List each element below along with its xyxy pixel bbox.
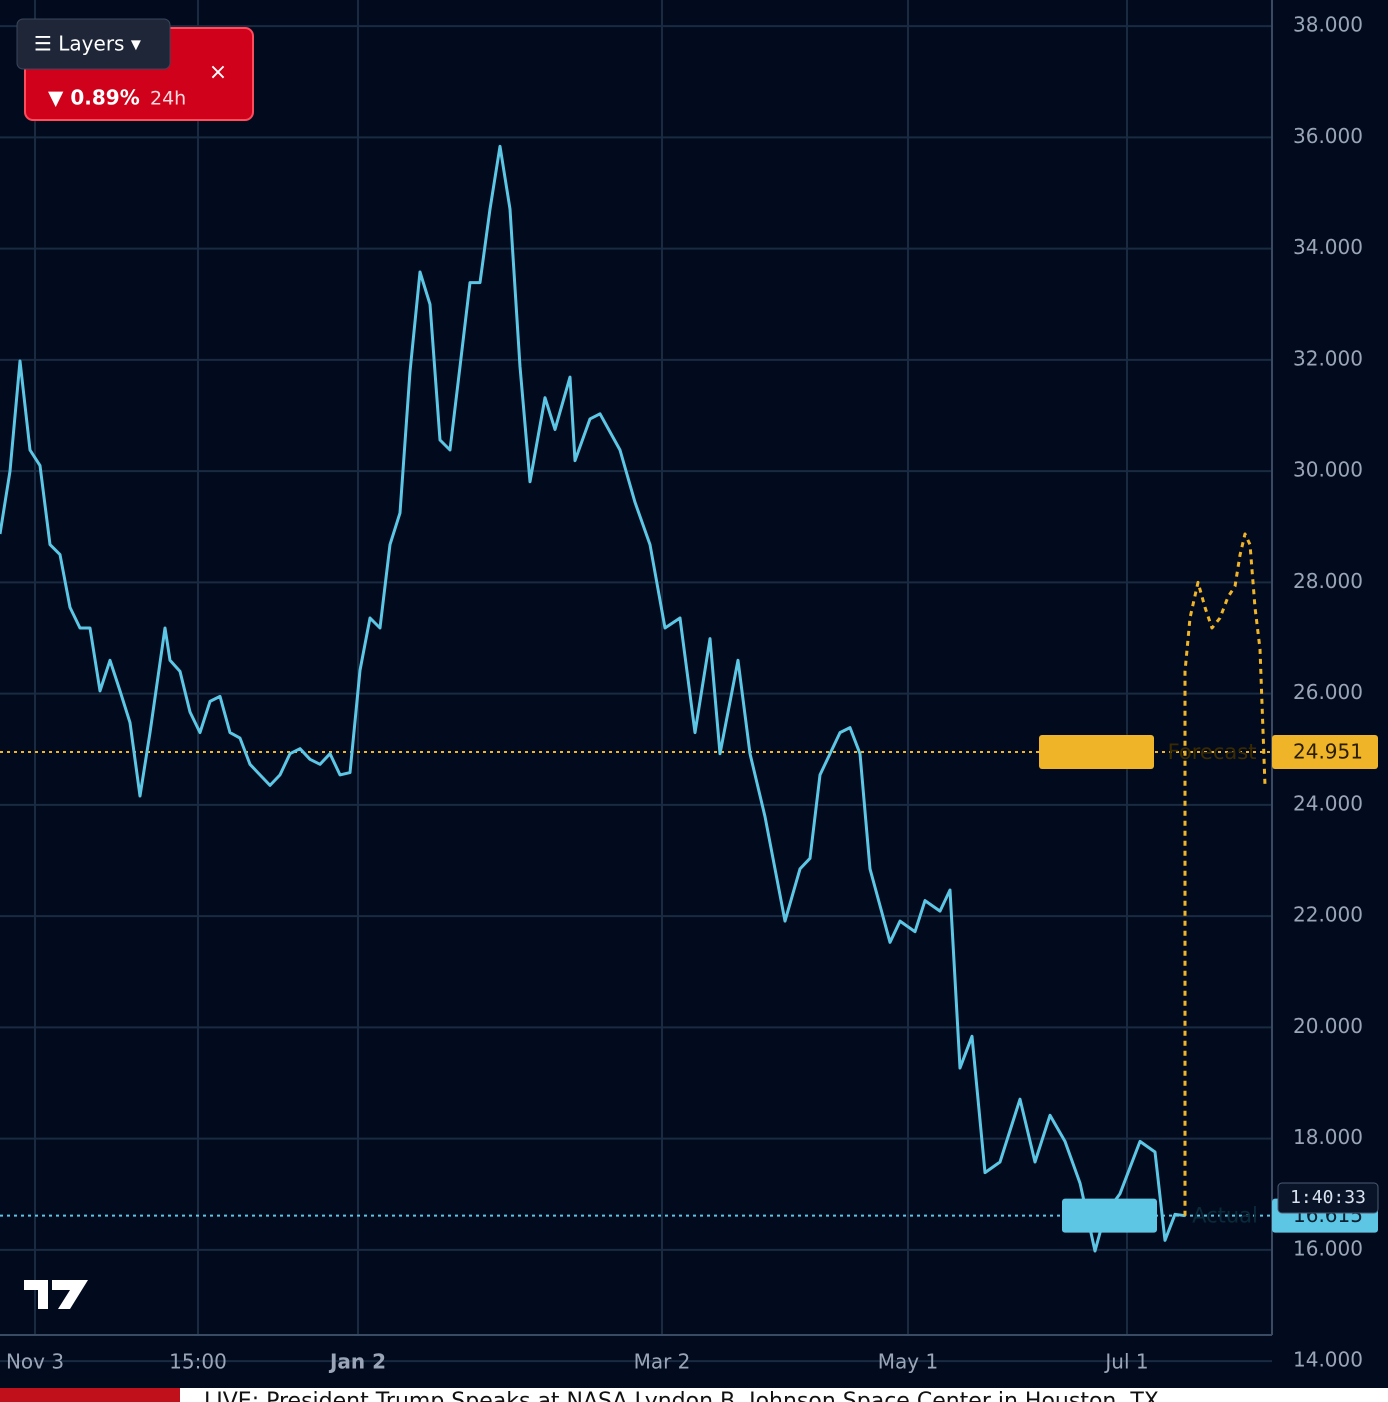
y-tick-label: 20.000: [1293, 1014, 1363, 1038]
menu-label[interactable]: ☰ Layers ▾: [34, 32, 141, 56]
y-tick-label: 34.000: [1293, 235, 1363, 259]
menu-box[interactable]: [16, 18, 171, 70]
y-tick-label: 14.000: [1293, 1348, 1363, 1372]
reference-name: Forecast: [1168, 740, 1257, 764]
price-label: 24.951: [1293, 739, 1363, 763]
y-tick-label: 16.000: [1293, 1236, 1363, 1260]
countdown: 1:40:33: [1290, 1187, 1366, 1208]
countdown-box: [1277, 1182, 1379, 1214]
change-period: 24h: [150, 88, 186, 110]
logo-mark: [24, 1280, 88, 1309]
reference-name: Actual: [1192, 1204, 1258, 1228]
x-tick-label: May 1: [878, 1350, 938, 1374]
y-tick-label: 26.000: [1293, 680, 1363, 704]
reference-tag: [1062, 1198, 1157, 1233]
ticker-text: LIVE: President Trump Speaks at NASA Lyn…: [204, 1389, 1159, 1402]
ticker-bar: [0, 1388, 1388, 1402]
x-tick-label: Jul 1: [1103, 1350, 1148, 1374]
y-tick-label: 24.000: [1293, 791, 1363, 815]
x-tick-label: Jan 2: [328, 1350, 386, 1374]
y-tick-label: 28.000: [1293, 569, 1363, 593]
logo: [24, 1280, 88, 1309]
y-tick-label: 32.000: [1293, 346, 1363, 370]
y-tick-label: 30.000: [1293, 458, 1363, 482]
x-tick-label: Nov 3: [6, 1350, 64, 1374]
change-label: ▼ 0.89%: [48, 86, 140, 110]
price-tag: [1272, 734, 1378, 769]
x-tick-label: 15:00: [169, 1350, 227, 1374]
y-tick-label: 18.000: [1293, 1125, 1363, 1149]
series-line: [1183, 532, 1267, 1216]
close-button[interactable]: ×: [209, 60, 227, 85]
layers-menu[interactable]: ☰ Layers ▾: [16, 18, 171, 70]
x-tick-label: Mar 2: [634, 1350, 691, 1374]
y-tick-label: 36.000: [1293, 124, 1363, 148]
series-line: [0, 144, 1186, 1253]
y-tick-label: 22.000: [1293, 903, 1363, 927]
y-tick-label: 38.000: [1293, 13, 1363, 37]
ticker-badge: [0, 1388, 180, 1402]
reference-tag: [1039, 734, 1154, 769]
